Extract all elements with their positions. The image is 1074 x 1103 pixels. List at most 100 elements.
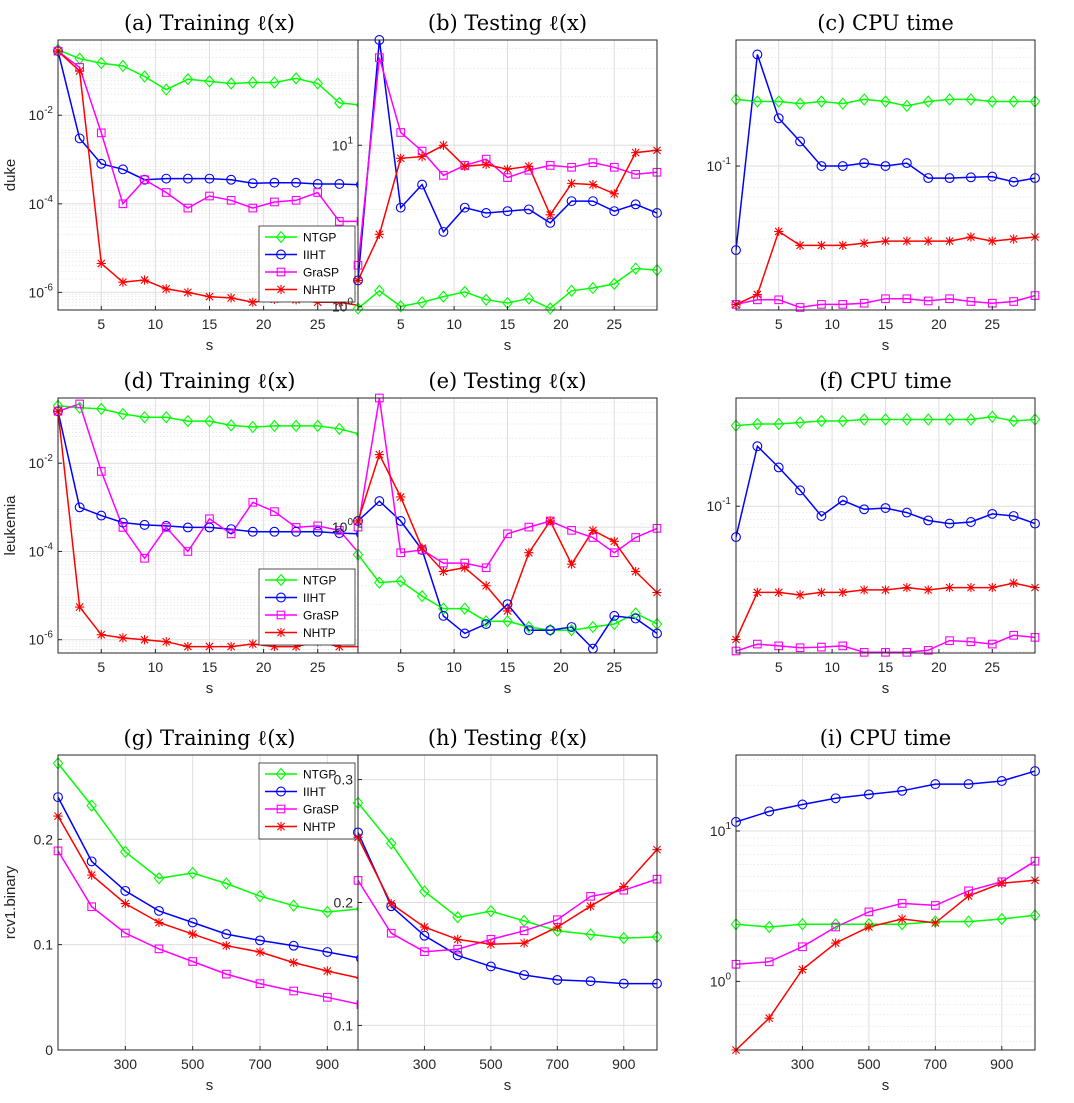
x-tick-label: 700 [546,1056,570,1072]
marker-iiht [334,528,345,539]
x-axis-label: s [882,680,890,697]
marker-ntgp [334,422,345,436]
marker-grasp [897,899,907,908]
x-tick-label: 15 [878,316,894,332]
marker-ntgp [996,912,1008,926]
y-tick-label: 101 [710,821,732,839]
marker-grasp [291,523,301,532]
marker-grasp [881,294,890,304]
y-tick-label: 10-6 [29,630,54,648]
x-tick-label: 5 [397,659,405,675]
marker-ntgp [204,75,215,88]
marker-iiht [901,158,912,169]
marker-nhtp [966,232,976,242]
y-axis-label: duke [2,159,19,192]
marker-iiht [120,885,131,896]
series-line-grasp [736,860,1035,966]
marker-grasp [838,300,848,309]
series-line-ntgp [358,267,657,310]
marker-iiht [587,196,598,207]
marker-ntgp [269,76,280,89]
legend-label-iiht: IIHT [303,591,326,605]
legend: NTGP IIHT GraSP NHTP [258,225,356,303]
series-line-grasp [58,50,361,223]
marker-grasp [817,642,826,652]
marker-nhtp [631,566,641,577]
series-line-iiht [358,500,657,650]
legend: NTGP IIHT GraSP NHTP [258,568,356,646]
series-line-ntgp [736,415,1035,427]
marker-nhtp [923,585,933,595]
marker-grasp [161,523,171,532]
legend-label-iiht: IIHT [303,248,326,262]
series-line-ntgp [58,762,361,913]
marker-iiht [74,133,85,144]
x-tick-label: 10 [148,659,164,675]
marker-nhtp [204,292,215,302]
marker-ntgp [618,931,630,945]
marker-iiht [221,929,232,940]
legend-marker-nhtp [276,627,286,638]
x-tick-label: 5 [775,316,783,332]
marker-grasp [609,162,619,172]
marker-iiht [963,779,974,790]
marker-nhtp [248,297,258,307]
marker-ntgp [922,95,934,108]
marker-grasp [859,647,869,657]
marker-grasp [838,641,848,651]
marker-iiht [965,172,976,183]
y-tick-label: 10-4 [29,541,54,559]
marker-nhtp [75,66,85,76]
marker-ntgp [334,96,345,110]
series-line-grasp [358,878,657,953]
x-tick-label: 10 [824,659,840,675]
series-group [736,415,1035,653]
marker-ntgp [395,300,407,313]
marker-grasp [859,298,869,308]
marker-iiht [630,199,641,210]
marker-ntgp [117,407,129,421]
marker-iiht [859,158,870,169]
x-axis-label: s [504,680,512,697]
marker-ntgp [395,574,407,588]
marker-ntgp [880,95,891,108]
marker-iiht [247,178,258,189]
marker-iiht [996,776,1007,786]
marker-nhtp [566,559,577,569]
marker-grasp [140,175,149,185]
marker-nhtp [438,140,449,150]
marker-iiht [187,917,198,928]
marker-ntgp [160,83,172,96]
x-tick-label: 20 [256,316,272,332]
marker-ntgp [139,410,150,424]
marker-iiht [334,179,345,189]
x-tick-label: 500 [181,1056,205,1072]
marker-ntgp [837,414,849,428]
marker-grasp [386,928,396,938]
marker-ntgp [182,414,194,428]
marker-iiht [182,522,193,533]
legend-label-ntgp: NTGP [303,768,336,782]
marker-nhtp [619,881,629,892]
marker-nhtp [139,275,150,285]
marker-iiht [204,173,215,184]
marker-grasp [313,188,323,197]
marker-nhtp [374,449,384,460]
x-tick-label: 10 [446,659,462,675]
marker-iiht [552,974,563,985]
marker-nhtp [859,585,869,595]
marker-grasp [226,529,236,539]
marker-ntgp [95,402,107,416]
legend-label-ntgp: NTGP [303,574,336,588]
marker-iiht [773,113,784,124]
marker-nhtp [322,966,332,976]
x-axis-label: s [206,1077,214,1094]
marker-nhtp [774,226,784,237]
series-line-ntgp [358,554,657,631]
marker-ntgp [794,97,806,110]
marker-iiht [139,174,150,185]
marker-ntgp [816,95,827,108]
marker-grasp [481,563,491,573]
marker-nhtp [269,641,280,652]
marker-iiht [609,206,620,217]
